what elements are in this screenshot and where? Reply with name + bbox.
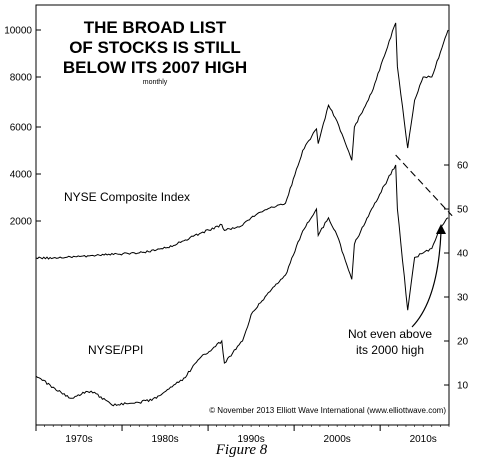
chart-title-line-2: OF STOCKS IS STILL [69,38,241,57]
chart-subtitle: monthly [143,79,168,86]
left-tick-label: 10000 [4,26,32,37]
left-tick-label: 6000 [10,123,33,134]
x-tick-label: 2000s [324,434,351,445]
figure-caption: Figure 8 [215,442,268,458]
left-tick-label: 2000 [10,217,33,228]
x-axis: 1970s 1980s 1990s 2000s 2010s [35,425,450,445]
x-tick-label: 1990s [237,434,264,445]
annotation-line-2: its 2000 high [356,343,424,357]
annotation-arrowhead [436,224,446,234]
nyse-series-label: NYSE Composite Index [64,190,190,204]
x-tick-label: 1980s [151,434,178,445]
nyse-ppi-line [35,164,449,407]
nyse-composite-line [35,22,449,260]
right-tick-label: 20 [457,337,469,348]
right-tick-label: 40 [457,249,469,260]
chart-title-line-3: BELOW ITS 2007 HIGH [63,58,247,77]
chart-title-line-1: THE BROAD LIST [84,18,227,37]
annotation-arrow [411,231,442,328]
ppi-series-label: NYSE/PPI [88,343,143,357]
annotation-line-1: Not even above [348,327,432,341]
left-tick-label: 8000 [10,73,33,84]
right-axis: 10 20 30 40 50 60 [444,161,469,392]
left-tick-label: 4000 [10,170,33,181]
left-axis: 2000 4000 6000 8000 10000 [4,26,41,228]
right-tick-label: 50 [457,205,469,216]
right-tick-label: 60 [457,161,469,172]
x-tick-label: 2010s [410,434,437,445]
right-tick-label: 30 [457,293,469,304]
right-tick-label: 10 [457,381,469,392]
x-tick-label: 1970s [65,434,92,445]
series-layer [35,22,453,407]
copyright-notice: © November 2013 Elliott Wave Internation… [209,406,446,415]
resistance-trendline [395,154,453,217]
